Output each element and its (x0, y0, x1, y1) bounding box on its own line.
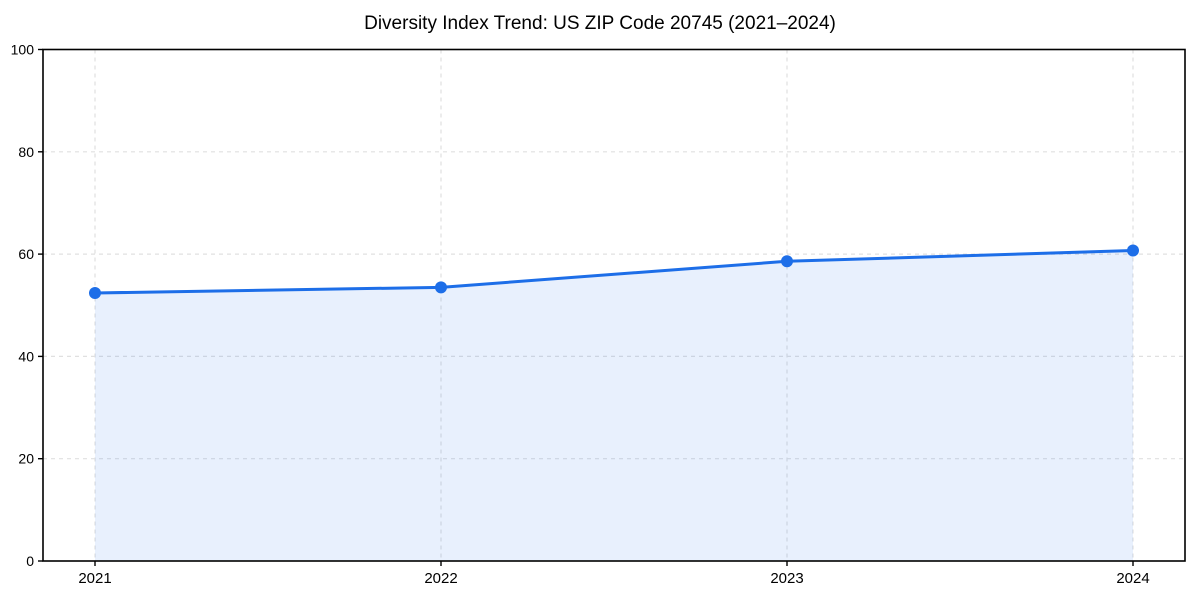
plot-border (42, 48, 1186, 562)
x-tick-label: 2023 (770, 570, 803, 587)
data-point-2021 (89, 286, 101, 299)
data-point-2022 (435, 281, 447, 294)
x-tick-label: 2024 (1116, 570, 1149, 587)
data-point-2024 (1127, 244, 1139, 257)
x-tick-label: 2022 (424, 570, 457, 587)
data-point-2023 (781, 255, 793, 268)
y-tick-label: 40 (18, 348, 34, 364)
area-fill (95, 250, 1133, 561)
y-tick-label: 60 (18, 246, 34, 262)
y-tick-label: 100 (11, 42, 35, 58)
y-tick-label: 20 (18, 451, 34, 467)
y-tick-label: 0 (26, 553, 34, 569)
chart-title: Diversity Index Trend: US ZIP Code 20745… (364, 13, 836, 34)
x-tick-label: 2021 (78, 570, 111, 587)
y-tick-label: 80 (18, 144, 34, 160)
trend-line (93, 249, 1135, 295)
